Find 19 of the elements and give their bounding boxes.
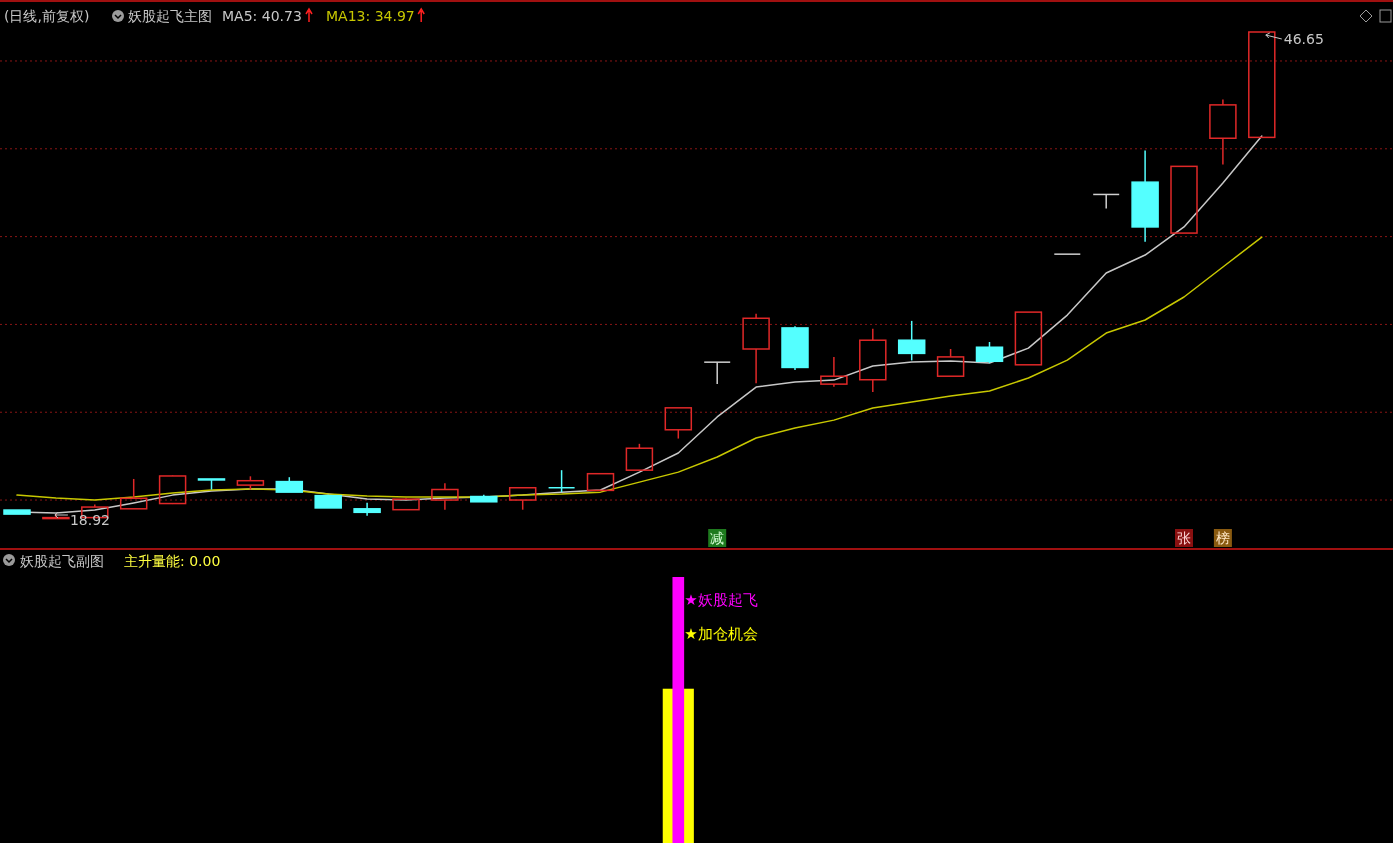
text: 减 [710, 530, 725, 546]
candlestick [353, 501, 381, 517]
candlestick [820, 356, 848, 388]
candlestick [1209, 98, 1237, 166]
text: ★加仓机会 [684, 625, 758, 643]
text: MA13: 34.97 [326, 8, 415, 24]
chart-subtitle: (日线,前复权) [4, 8, 90, 24]
text: 张 [1177, 530, 1191, 546]
text: MA5: 40.73 [222, 8, 302, 24]
candlestick [431, 482, 459, 511]
series-label: ★妖股起飞 [684, 591, 758, 609]
candlestick [859, 328, 887, 393]
candlestick [1131, 149, 1159, 243]
chart-title: 妖股起飞主图 [128, 8, 212, 24]
candlestick [742, 313, 770, 384]
chart-title: 妖股起飞副图 [20, 553, 104, 569]
text: 46.65 [1283, 31, 1324, 47]
text: 榜 [1215, 530, 1230, 546]
text: 主升量能: 0.00 [124, 553, 221, 569]
